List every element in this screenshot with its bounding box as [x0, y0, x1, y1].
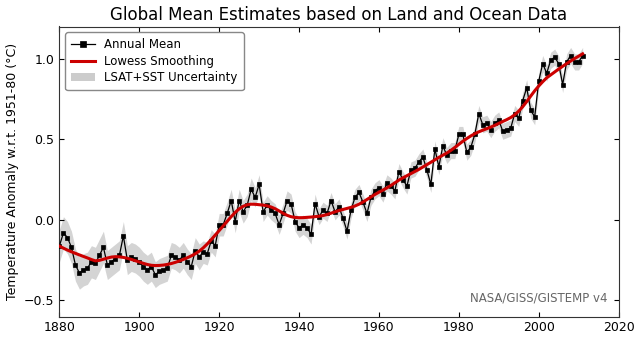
Legend: Annual Mean, Lowess Smoothing, LSAT+SST Uncertainty: Annual Mean, Lowess Smoothing, LSAT+SST … [65, 32, 244, 90]
Annual Mean [579, 53, 586, 57]
Lowess Smoothing [579, 52, 586, 56]
Annual Mean [479, 123, 486, 127]
Lowess Smoothing [479, 128, 486, 132]
Y-axis label: Temperature Anomaly w.r.t. 1951-80 (°C): Temperature Anomaly w.r.t. 1951-80 (°C) [6, 43, 19, 300]
Annual Mean [120, 234, 127, 238]
Lowess Smoothing [152, 264, 159, 268]
Annual Mean [152, 273, 159, 277]
Annual Mean [236, 199, 243, 203]
Annual Mean [100, 245, 108, 249]
Lowess Smoothing [236, 207, 243, 211]
Lowess Smoothing [56, 244, 63, 248]
Text: NASA/GISS/GISTEMP v4: NASA/GISS/GISTEMP v4 [470, 292, 607, 305]
Annual Mean [567, 53, 575, 57]
Annual Mean [220, 223, 227, 227]
Lowess Smoothing [120, 255, 127, 259]
Line: Annual Mean: Annual Mean [58, 53, 585, 277]
Annual Mean [483, 121, 491, 125]
Line: Lowess Smoothing: Lowess Smoothing [60, 54, 582, 266]
Lowess Smoothing [483, 126, 491, 131]
Title: Global Mean Estimates based on Land and Ocean Data: Global Mean Estimates based on Land and … [111, 5, 568, 23]
Annual Mean [56, 244, 63, 248]
Lowess Smoothing [220, 224, 227, 228]
Lowess Smoothing [100, 257, 108, 261]
